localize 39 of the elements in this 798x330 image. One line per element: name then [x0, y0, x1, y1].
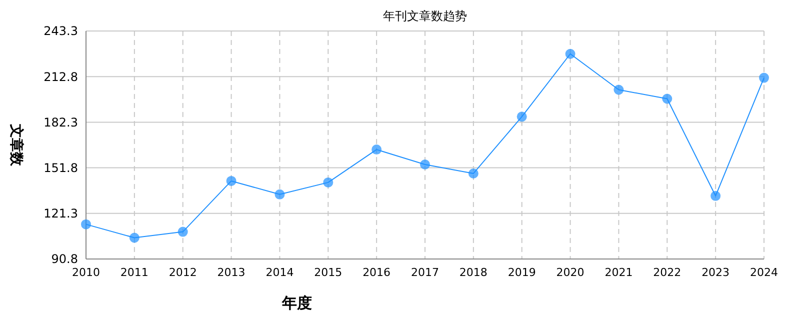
- y-axis-title: 文章数: [8, 123, 25, 167]
- point: [129, 232, 140, 243]
- x-tick-label: 2015: [314, 266, 342, 279]
- x-tick-label: 2019: [508, 266, 536, 279]
- x-tick-label: 2012: [168, 266, 197, 279]
- y-tick-label: 151.8: [44, 161, 78, 175]
- point: [614, 84, 624, 95]
- point: [226, 176, 236, 186]
- y-tick-label: 90.8: [51, 252, 78, 266]
- point: [565, 48, 576, 59]
- point: [710, 190, 721, 201]
- y-tick-label: 182.3: [44, 115, 78, 130]
- y-tick-label: 121.3: [44, 206, 78, 221]
- chart-title: 年刊文章数趋势: [383, 9, 467, 23]
- y-tick-label: 243.3: [44, 24, 78, 38]
- point: [420, 160, 430, 170]
- y-tick-label: 212.8: [44, 70, 78, 84]
- point: [323, 177, 334, 188]
- x-tick-label: 2014: [266, 266, 294, 279]
- point: [759, 72, 769, 83]
- x-tick-label: 2020: [556, 266, 584, 279]
- x-axis-title: 年度: [281, 294, 312, 312]
- x-tick-label: 2024: [750, 266, 778, 279]
- x-tick-label: 2011: [120, 266, 148, 279]
- x-tick-label: 2016: [362, 266, 391, 279]
- x-tick-label: 2023: [702, 266, 730, 279]
- point: [468, 168, 478, 178]
- point: [81, 219, 91, 230]
- x-tick-label: 2013: [217, 266, 246, 279]
- point: [274, 189, 285, 200]
- x-tick-label: 2022: [653, 266, 682, 279]
- point: [662, 94, 672, 104]
- point: [516, 112, 527, 122]
- x-tick-label: 2021: [604, 266, 633, 279]
- x-tick-label: 2010: [72, 266, 100, 279]
- x-tick-label: 2018: [459, 266, 488, 279]
- point: [372, 144, 382, 155]
- x-tick-label: 2017: [411, 266, 439, 279]
- point: [178, 226, 188, 237]
